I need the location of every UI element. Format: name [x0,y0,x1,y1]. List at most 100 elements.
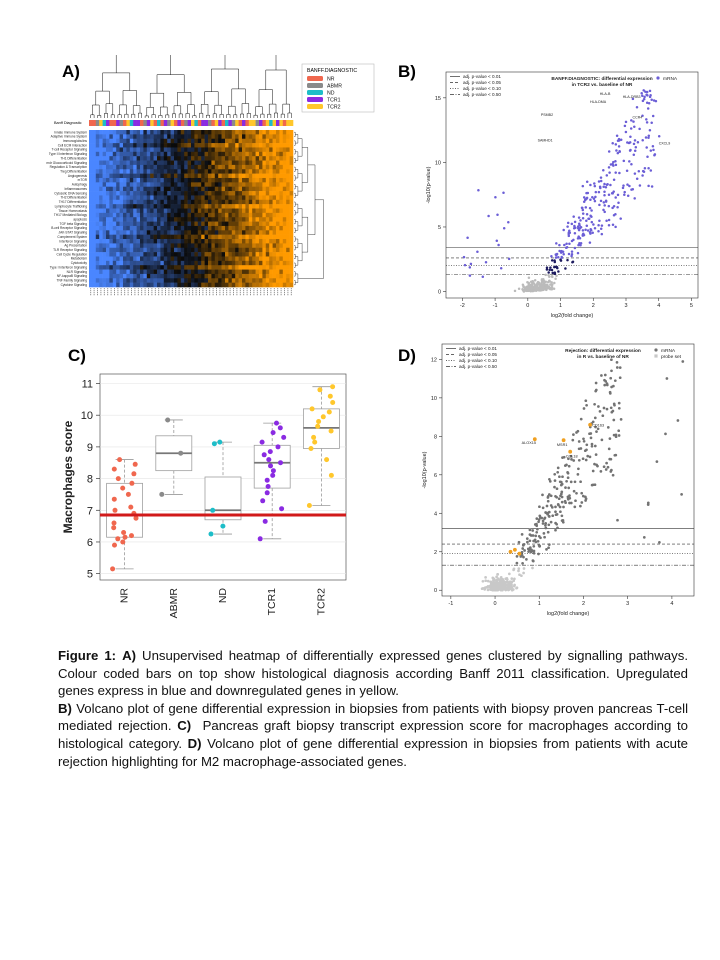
heatmap-cell [276,169,280,174]
heatmap-cell [180,225,185,231]
heatmap-cell [269,239,273,244]
heatmap-cell [208,265,212,270]
heatmap-cell [126,225,131,231]
heatmap-cell [225,239,229,244]
heatmap-cell [276,278,280,283]
heatmap-cell [235,217,239,222]
heatmap-cell [102,199,107,205]
heatmap-cell [112,186,117,192]
highlight-point [561,438,566,443]
heatmap-cell [289,273,294,279]
dendrogram-branch [119,104,127,115]
heatmap-cell [259,217,263,222]
heatmap-cell [259,186,263,192]
data-point [607,204,611,208]
heatmap-cell [272,225,277,231]
heatmap-cell [259,282,263,288]
data-point [525,537,529,540]
heatmap-cell [102,282,107,288]
heatmap-cell [248,260,253,266]
heatmap-cell [167,269,171,275]
heatmap-cell [225,269,229,275]
data-point [500,580,504,583]
heatmap-cell [208,134,212,140]
heatmap-cell [116,191,120,196]
heatmap-cell [106,221,110,227]
diagnosis-bar-cell [235,120,239,126]
row-dendrogram-branch [295,169,299,179]
diagnosis-bar-cell [272,120,277,126]
data-point [538,514,542,518]
heatmap-cell [163,221,168,227]
heatmap-cell [102,130,107,135]
data-point [178,450,184,456]
data-point [550,268,554,272]
heatmap-cell [95,221,100,227]
heatmap-cell [262,138,267,144]
heatmap-cell [204,247,209,253]
heatmap-cell [140,177,144,183]
heatmap-cell [180,134,185,140]
heatmap-cell [170,252,175,257]
heatmap-cell [218,182,222,187]
heatmap-cell [157,234,161,240]
data-point [555,274,558,277]
heatmap-cell [248,265,253,270]
heatmap-cell [208,278,212,283]
heatmap-cell [245,169,250,174]
heatmap-cell [231,247,236,253]
heatmap-cell [187,221,192,227]
heatmap-cell [153,164,158,170]
heatmap-cell [279,269,284,275]
heatmap-cell [289,212,294,218]
data-point [582,200,586,204]
heatmap-cell [282,256,287,262]
heatmap-cell [180,164,185,170]
data-point [484,260,488,264]
heatmap-cell [123,204,127,209]
dendrogram-branch [240,113,244,118]
heatmap-cell [286,230,290,235]
heatmap-cell [259,221,263,227]
heatmap-cell [221,173,226,179]
heatmap-cell [282,212,287,218]
heatmap-cell [143,156,148,161]
data-point [605,219,608,222]
data-point [648,129,652,132]
heatmap-cell [289,186,294,192]
data-point [680,493,683,496]
heatmap-cell [153,243,158,249]
heatmap-cell [238,151,243,157]
heatmap-cell [106,173,110,179]
heatmap-cell [157,212,161,218]
heatmap-cell [126,212,131,218]
heatmap-cell [129,156,134,161]
heatmap-cell [143,182,148,187]
heatmap-row-label: Immunoglobulins [63,139,88,143]
legend-label: ND [327,91,335,97]
heatmap-cell [262,195,267,201]
heatmap-cell [129,143,134,148]
heatmap-cell [133,278,137,283]
heatmap-cell [123,252,127,257]
heatmap-cell [208,160,212,166]
heatmap-cell [123,177,127,183]
heatmap-cell [225,195,229,201]
heatmap-cell [177,182,182,187]
heatmap-cell [140,265,144,270]
heatmap-cell [265,134,270,140]
heatmap-cell [238,208,243,214]
heatmap-cell [262,208,267,214]
data-point [565,242,568,246]
heatmap-cell [221,273,226,279]
heatmap-cell [99,243,103,249]
heatmap-cell [245,273,250,279]
heatmap-cell [191,273,195,279]
heatmap-cell [252,278,256,283]
data-point [617,137,621,141]
heatmap-cell [269,221,273,227]
diagnosis-bar-cell [163,120,168,126]
row-dendrogram-branch [294,201,296,207]
heatmap-cell [160,156,165,161]
